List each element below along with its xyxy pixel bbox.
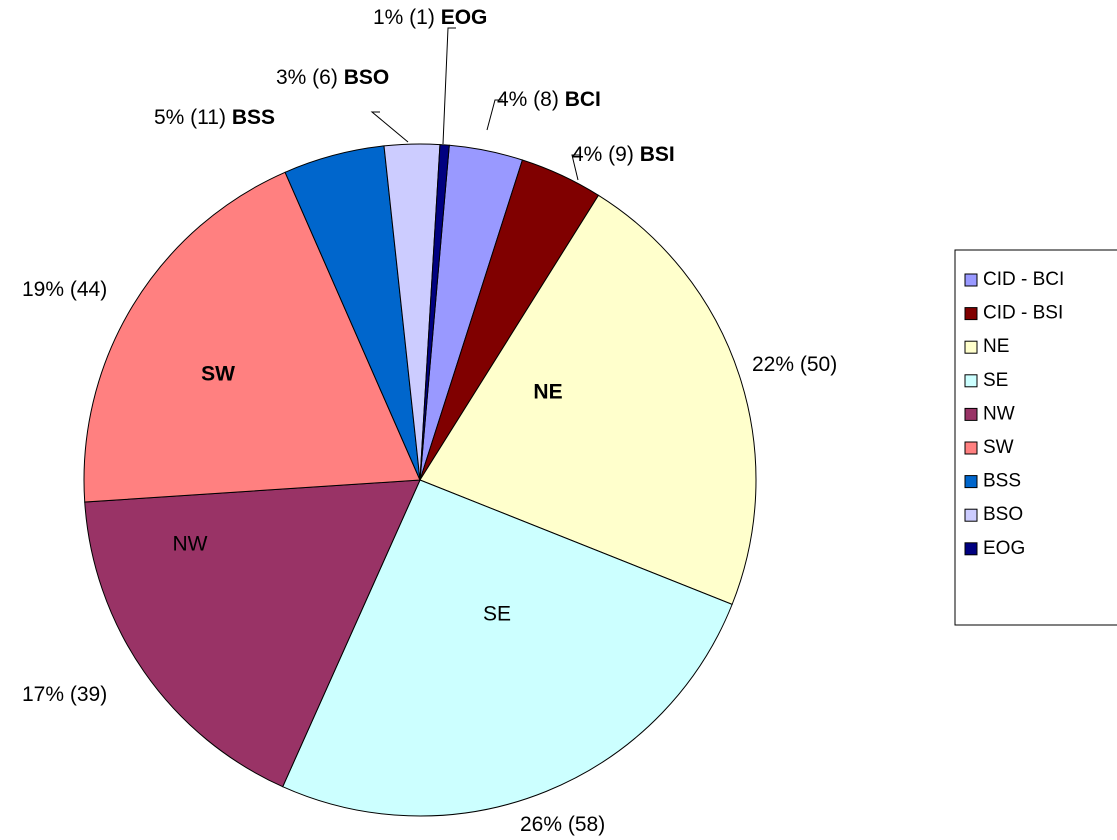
legend-swatch: [964, 374, 978, 388]
leader-line: [571, 154, 580, 181]
slice-label: BSO: [344, 66, 390, 89]
legend-swatch: [964, 307, 978, 321]
value-label: 5% (11) BSS: [154, 106, 275, 129]
slice-label: BSS: [232, 106, 275, 129]
value-label-text: 3% (6): [276, 66, 338, 89]
value-label: 3% (6) BSO: [276, 66, 389, 89]
value-label-text: 17% (39): [22, 683, 107, 706]
slice-label: NW: [173, 533, 208, 556]
legend-label: NE: [983, 336, 1009, 357]
value-label-text: 4% (8): [497, 88, 559, 111]
slice: [419, 194, 757, 606]
leader-line: [370, 111, 409, 143]
value-label: 19% (44): [22, 278, 107, 301]
legend-label: CID - BCI: [983, 269, 1064, 290]
legend-swatch: [964, 475, 978, 489]
leader-line: [486, 99, 503, 131]
legend-label: BSO: [983, 504, 1023, 525]
slice: [282, 479, 733, 817]
value-label: 4% (8) BCI: [497, 88, 601, 111]
legend-box: [954, 249, 1117, 626]
value-label: 1% (1) EOG: [373, 6, 487, 29]
value-label: 26% (58): [520, 813, 605, 836]
value-label-text: 19% (44): [22, 278, 107, 301]
value-label: 17% (39): [22, 683, 107, 706]
value-label-text: 26% (58): [520, 813, 605, 836]
value-label-text: 1% (1): [373, 6, 435, 29]
legend-swatch: [964, 542, 978, 556]
value-label-text: 4% (9): [572, 143, 634, 166]
value-label-text: 5% (11): [154, 106, 226, 129]
legend-label: EOG: [983, 538, 1025, 559]
slice-label: SE: [483, 603, 511, 626]
slice-label: NE: [533, 381, 562, 404]
legend-swatch: [964, 340, 978, 354]
legend-swatch: [964, 508, 978, 522]
leader-line: [442, 27, 456, 145]
slice: [84, 479, 421, 788]
legend-label: SE: [983, 370, 1008, 391]
legend-swatch: [964, 273, 978, 287]
legend-label: BSS: [983, 471, 1021, 492]
legend-swatch: [964, 407, 978, 421]
legend-label: CID - BSI: [983, 303, 1063, 324]
slice: [83, 171, 421, 503]
slice-label: EOG: [441, 6, 488, 29]
slice-label: BSI: [640, 143, 675, 166]
slice-label: BCI: [565, 88, 601, 111]
slice-label: SW: [201, 363, 235, 386]
legend-swatch: [964, 441, 978, 455]
value-label: 22% (50): [752, 353, 837, 376]
legend-label: SW: [983, 437, 1014, 458]
legend-label: NW: [983, 403, 1015, 424]
value-label-text: 22% (50): [752, 353, 837, 376]
value-label: 4% (9) BSI: [572, 143, 675, 166]
slice: [419, 144, 450, 481]
